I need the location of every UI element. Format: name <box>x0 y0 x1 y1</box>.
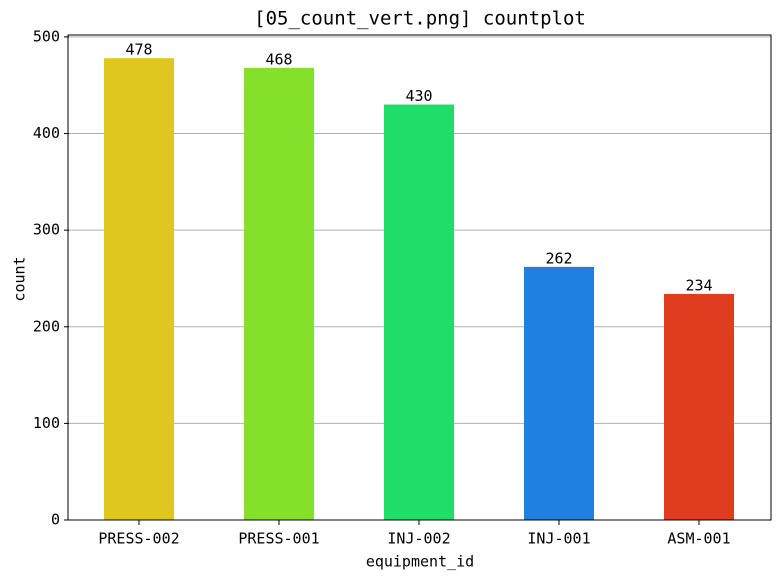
plot-frame <box>67 34 772 521</box>
bar <box>384 104 454 520</box>
y-tick-label: 100 <box>33 414 60 432</box>
bar <box>664 293 734 520</box>
bar <box>524 266 594 520</box>
y-tick-label: 0 <box>51 511 60 529</box>
y-tick-label: 500 <box>33 27 60 45</box>
value-label: 262 <box>545 249 572 267</box>
value-label: 234 <box>685 276 712 294</box>
value-label: 468 <box>265 50 292 68</box>
x-tick-label: INJ-002 <box>387 530 450 548</box>
chart-title: [05_count_vert.png] countplot <box>254 8 586 30</box>
y-tick-label: 300 <box>33 221 60 239</box>
x-axis-label: equipment_id <box>366 553 474 571</box>
y-tick-label: 400 <box>33 124 60 142</box>
bar <box>244 67 314 520</box>
y-tick-label: 200 <box>33 317 60 335</box>
x-tick-label: PRESS-001 <box>238 530 319 548</box>
x-tick-label: PRESS-002 <box>98 530 179 548</box>
y-axis-label: count <box>11 256 29 301</box>
value-label: 478 <box>125 41 152 59</box>
bar <box>104 58 174 520</box>
value-label: 430 <box>405 87 432 105</box>
x-tick-label: INJ-001 <box>527 530 590 548</box>
x-tick-label: ASM-001 <box>667 530 730 548</box>
